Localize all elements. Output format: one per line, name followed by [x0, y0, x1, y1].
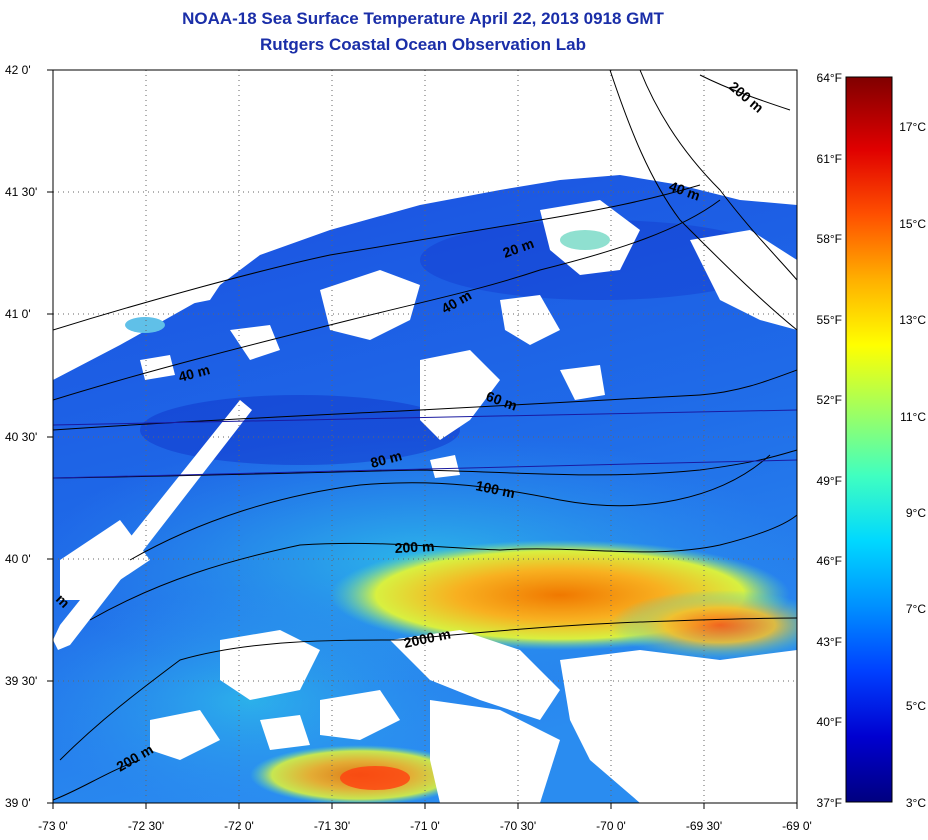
fahrenheit-tick-label: 46°F	[817, 554, 842, 568]
celsius-tick-label: 3°C	[906, 796, 926, 810]
fahrenheit-tick-label: 58°F	[817, 232, 842, 246]
fahrenheit-tick-label: 49°F	[817, 474, 842, 488]
bathymetry-contours	[53, 70, 797, 801]
fahrenheit-tick-label: 64°F	[817, 71, 842, 85]
contour-label-80m: 80 m	[369, 447, 404, 471]
fahrenheit-tick-label: 43°F	[817, 635, 842, 649]
lat-tick-label: 40 0'	[5, 552, 31, 566]
lat-tick-label: 39 0'	[5, 796, 31, 810]
contour-label-40m-b: 40 m	[177, 361, 212, 385]
colorbar	[845, 76, 893, 803]
lat-tick-label: 41 0'	[5, 307, 31, 321]
celsius-tick-label: 15°C	[899, 217, 926, 231]
fahrenheit-tick-label: 52°F	[817, 393, 842, 407]
map-title: NOAA-18 Sea Surface Temperature April 22…	[182, 9, 664, 28]
lat-tick-label: 42 0'	[5, 63, 31, 77]
fahrenheit-tick-label: 37°F	[817, 796, 842, 810]
lat-tick-label: 40 30'	[5, 430, 37, 444]
fahrenheit-tick-labels: 64°F 61°F 58°F 55°F 52°F 49°F 46°F 43°F …	[817, 71, 842, 810]
celsius-tick-label: 11°C	[900, 410, 926, 424]
reference-lines	[52, 409, 798, 479]
lon-tick-label: -70 30'	[500, 819, 536, 833]
celsius-tick-label: 5°C	[906, 699, 926, 713]
lon-tick-label: -71 30'	[314, 819, 350, 833]
celsius-tick-label: 13°C	[899, 313, 926, 327]
lon-tick-label: -69 30'	[686, 819, 722, 833]
lon-tick-label: -72 30'	[128, 819, 164, 833]
lat-tick-label: 39 30'	[5, 674, 37, 688]
fahrenheit-tick-label: 55°F	[817, 313, 842, 327]
map-subtitle: Rutgers Coastal Ocean Observation Lab	[260, 35, 586, 54]
fahrenheit-tick-label: 61°F	[817, 152, 842, 166]
lon-tick-label: -73 0'	[38, 819, 68, 833]
tick-marks	[47, 69, 798, 809]
lon-tick-label: -70 0'	[596, 819, 626, 833]
lat-tick-labels: 42 0' 41 30' 41 0' 40 30' 40 0' 39 30' 3…	[5, 63, 37, 810]
lon-tick-labels: -73 0' -72 30' -72 0' -71 30' -71 0' -70…	[38, 819, 812, 833]
fahrenheit-tick-label: 40°F	[817, 715, 842, 729]
contour-label-200m-a: 200 m	[394, 538, 434, 556]
celsius-tick-labels: 17°C 15°C 13°C 11°C 9°C 7°C 5°C 3°C	[899, 120, 926, 810]
celsius-tick-label: 9°C	[906, 506, 926, 520]
lon-tick-label: -72 0'	[224, 819, 254, 833]
lat-tick-label: 41 30'	[5, 185, 37, 199]
lon-tick-label: -69 0'	[782, 819, 812, 833]
graticule	[53, 70, 797, 803]
celsius-tick-label: 17°C	[899, 120, 926, 134]
celsius-tick-label: 7°C	[906, 602, 926, 616]
lon-tick-label: -71 0'	[410, 819, 440, 833]
